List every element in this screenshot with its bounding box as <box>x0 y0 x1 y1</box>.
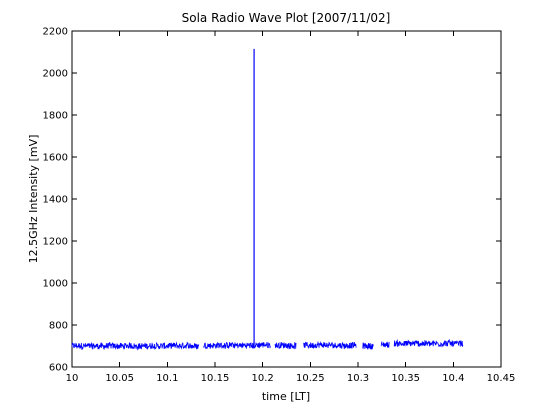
y-tick-label: 2200 <box>43 27 68 38</box>
y-tick-label: 600 <box>49 363 68 374</box>
y-tick-label: 1400 <box>43 195 68 206</box>
y-axis-label: 12.5GHz Intensity [mV] <box>27 135 40 264</box>
y-tick-label: 1800 <box>43 111 68 122</box>
x-tick-label: 10 <box>66 373 79 384</box>
x-tick-label: 10.05 <box>105 373 134 384</box>
data-series-segment <box>362 342 374 350</box>
x-tick-label: 10.1 <box>156 373 178 384</box>
x-tick-label: 10.45 <box>487 373 516 384</box>
data-series-segment <box>255 341 271 349</box>
y-tick-label: 1000 <box>43 279 68 290</box>
x-tick-label: 10.25 <box>296 373 325 384</box>
x-axis-label: time [LT] <box>262 390 310 403</box>
y-tick-label: 2000 <box>43 69 68 80</box>
y-tick-label: 1600 <box>43 153 68 164</box>
data-series-segment <box>203 341 257 350</box>
y-tick-label: 800 <box>49 321 68 332</box>
x-tick-label: 10.4 <box>442 373 464 384</box>
x-tick-label: 10.15 <box>201 373 230 384</box>
x-tick-label: 10.35 <box>391 373 420 384</box>
x-tick-label: 10.3 <box>347 373 369 384</box>
plot-area: 10 10.05 10.1 10.15 10.2 10.25 10.3 10.35 10.4 10… <box>43 27 516 385</box>
x-tick-label: 10.2 <box>252 373 274 384</box>
data-series-segment <box>274 342 297 350</box>
data-series-segment <box>380 340 390 348</box>
data-series-segment <box>303 340 357 350</box>
chart-title: Sola Radio Wave Plot [2007/11/02] <box>182 11 391 25</box>
y-tick-label: 1200 <box>43 237 68 248</box>
data-series-segment <box>393 338 464 348</box>
data-series-segment <box>71 341 200 351</box>
